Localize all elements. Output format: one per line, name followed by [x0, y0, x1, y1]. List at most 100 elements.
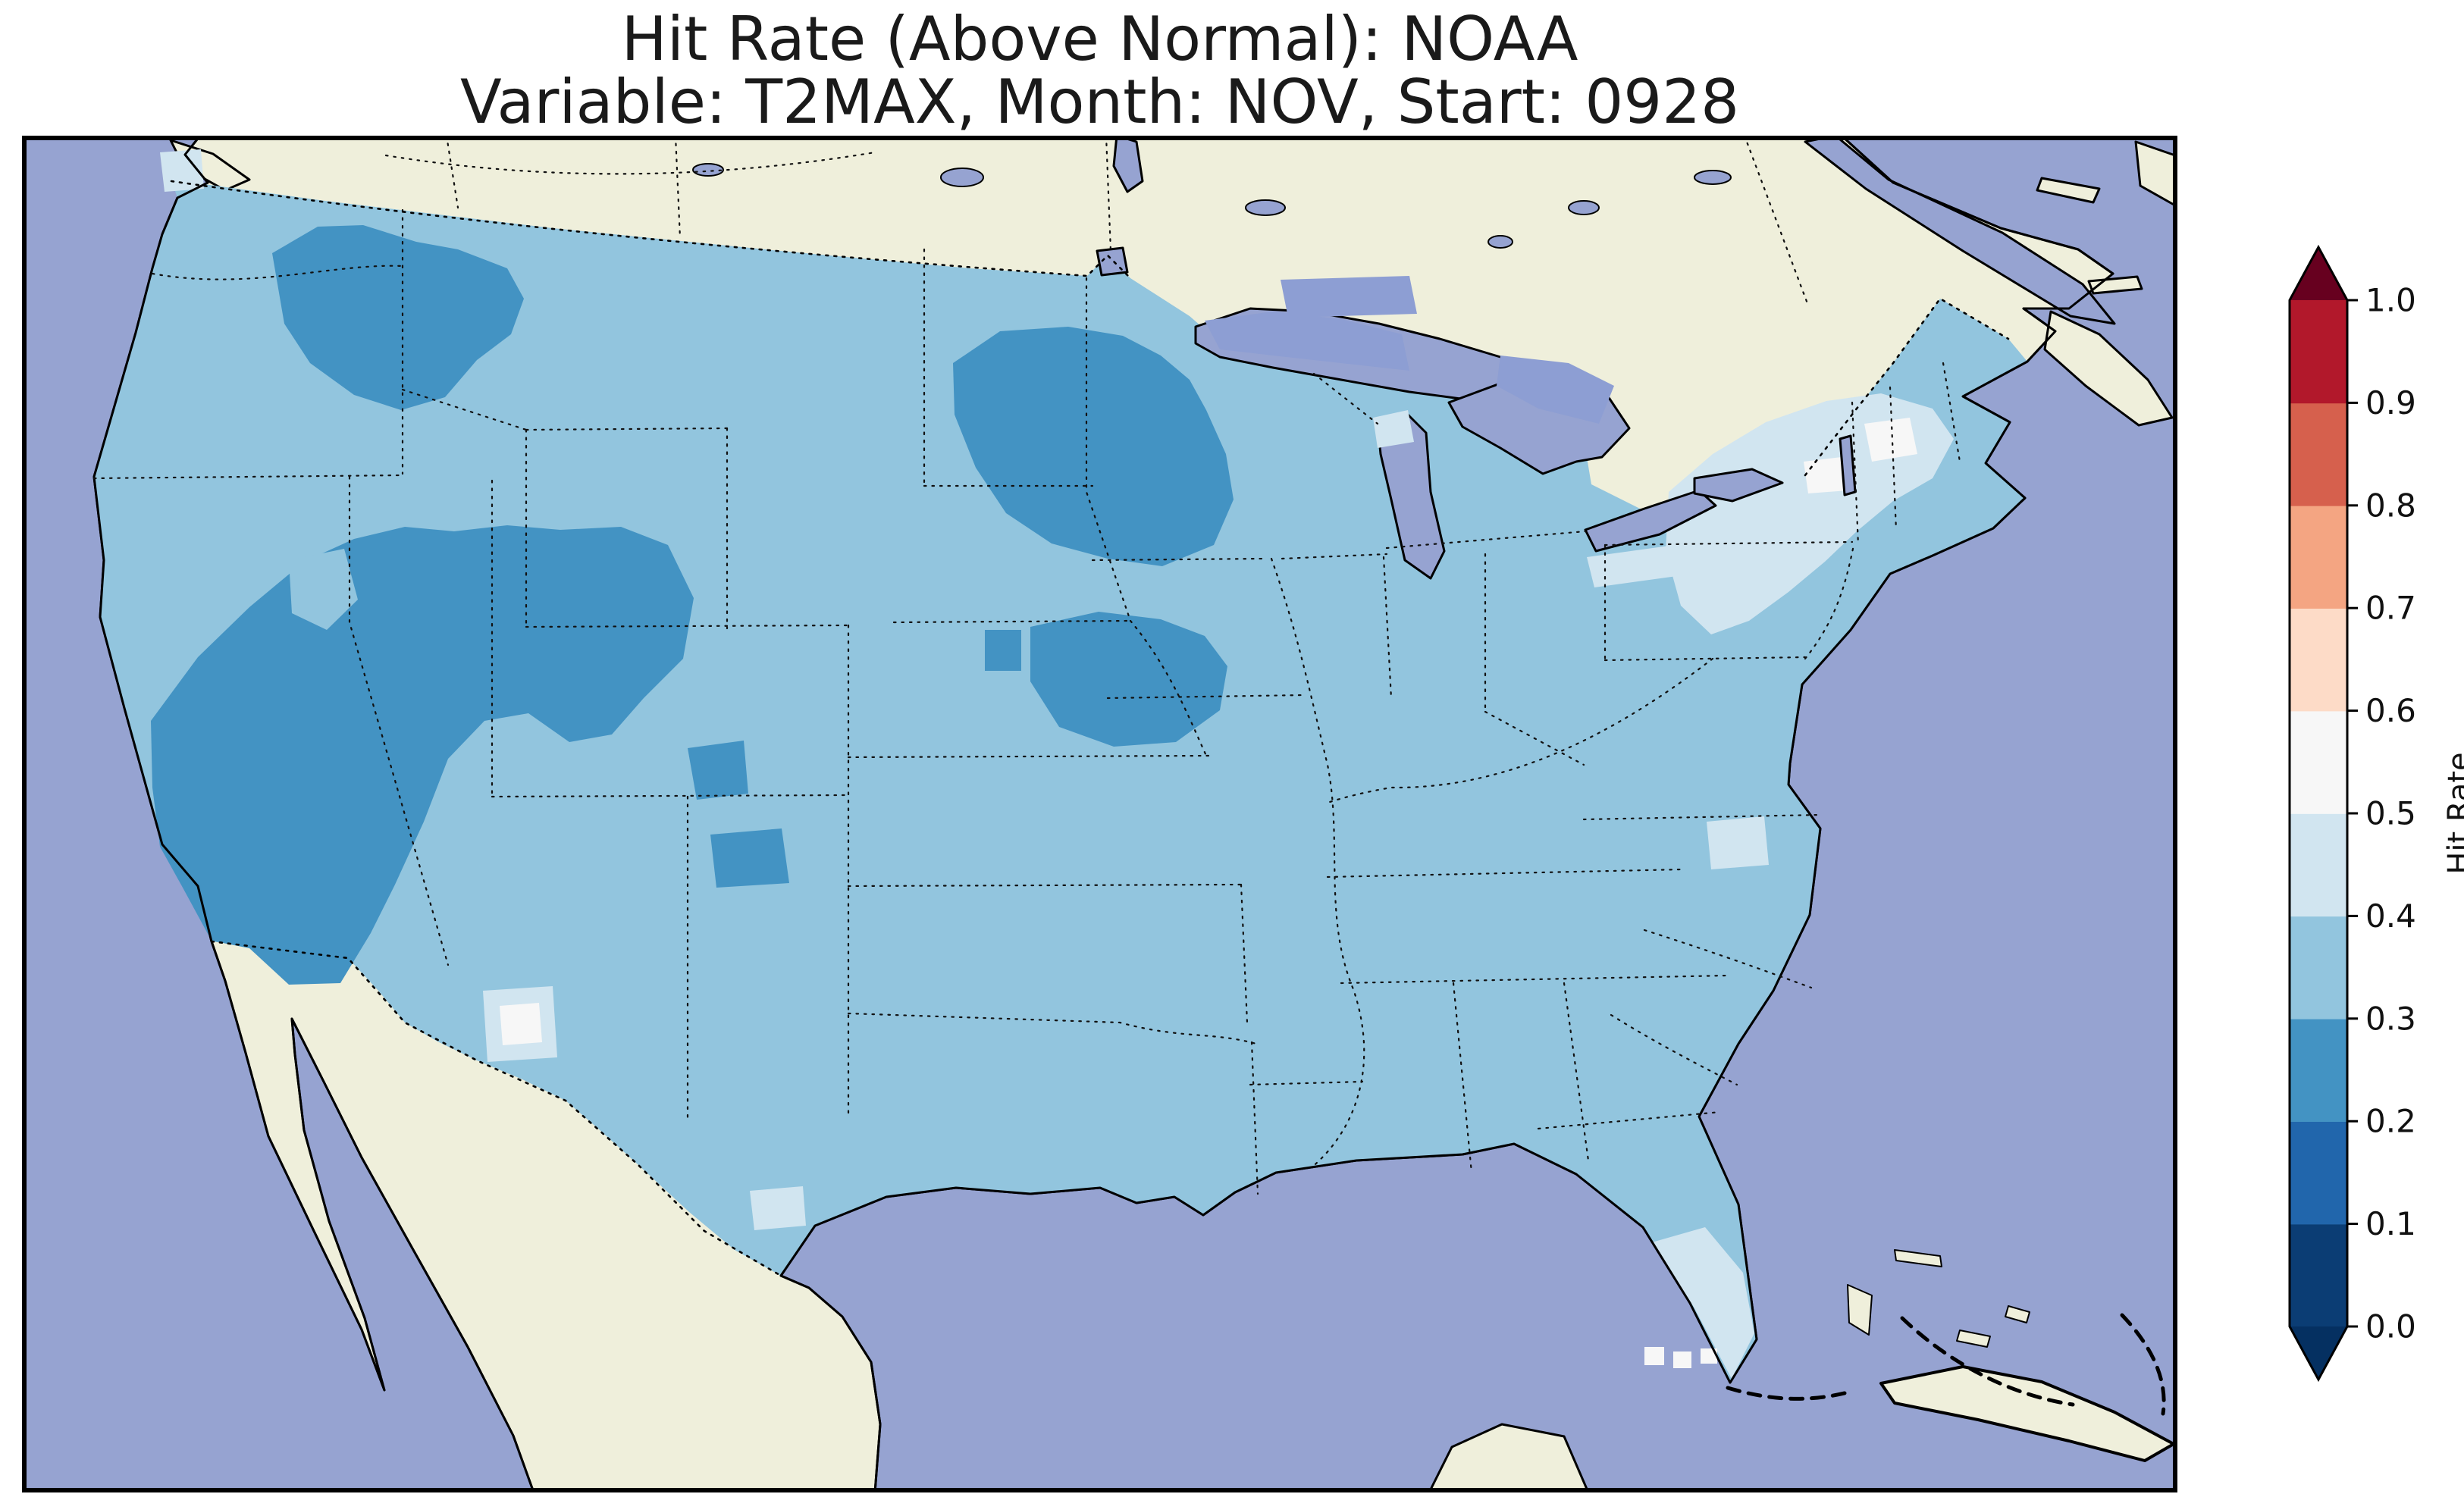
bahamas-isle-1	[1956, 1330, 1991, 1348]
canada-lake-3	[1568, 200, 1600, 215]
state-border	[348, 475, 450, 966]
state-border	[1281, 553, 1388, 560]
canada-lake-6	[1487, 235, 1513, 249]
yucatan	[1428, 1423, 1590, 1492]
patch-minnesota-wisconsin	[953, 327, 1234, 566]
florida-keys	[1726, 1386, 1850, 1401]
island-chains	[1726, 1313, 2166, 1416]
colorbar-tick-label: 0.8	[2365, 487, 2416, 524]
cells-michigan-top	[1373, 410, 1414, 448]
colorbar-tick-label: 0.9	[2365, 384, 2416, 421]
hit-rate-white-patches	[500, 418, 1917, 1368]
bahamas-isle-2	[2005, 1305, 2030, 1323]
state-border	[847, 1012, 1258, 1045]
conus-data-field	[94, 180, 2027, 1383]
patch-south-florida	[1652, 1227, 1754, 1379]
lake-data-cells	[1205, 276, 1614, 448]
state-border	[1085, 277, 1132, 622]
patch-iowa	[1030, 612, 1227, 747]
cells-superior-west	[1205, 312, 1409, 371]
us-canada-border-east	[1804, 297, 2010, 477]
canada-lake-1	[940, 168, 984, 187]
state-border	[1326, 657, 1714, 804]
cell-new-england-2	[1804, 457, 1848, 493]
colorbar-segment	[2290, 608, 2347, 712]
cell-keys-2	[1673, 1351, 1691, 1368]
axes-frame	[22, 136, 2177, 1492]
state-border	[401, 388, 528, 431]
colorbar-under-arrow	[2290, 1326, 2347, 1380]
colorbar-segment	[2290, 402, 2347, 506]
colorbar-segment	[2290, 916, 2347, 1019]
patch-northern-rockies	[272, 225, 524, 410]
cell-new-england-1	[1864, 418, 1917, 462]
colorbar-tick-label: 1.0	[2365, 282, 2416, 319]
lake-of-the-woods	[1096, 246, 1129, 277]
state-borders	[92, 136, 1961, 1195]
map-axes	[22, 136, 2177, 1492]
colorbar-over-arrow	[2290, 247, 2347, 300]
state-border	[1250, 1041, 1259, 1195]
state-border	[1326, 868, 1684, 879]
state-border	[525, 427, 729, 431]
state-border	[1382, 556, 1393, 700]
colorbar-segment	[2290, 505, 2347, 609]
state-border	[1851, 401, 1860, 547]
cell-new-mexico	[500, 1003, 542, 1045]
state-border	[1129, 619, 1208, 757]
state-border	[1537, 1110, 1722, 1130]
state-border	[1270, 557, 1365, 1170]
state-border	[92, 474, 404, 480]
us-mexico-border	[210, 940, 782, 1277]
province-border	[674, 136, 682, 240]
lake-winnipeg	[1112, 136, 1144, 193]
state-border	[1942, 362, 1961, 463]
province-border	[1105, 136, 1112, 252]
colorbar-axis-label: Hit Rate	[2442, 752, 2464, 874]
patch-erie-shore	[1587, 545, 1682, 587]
bahamas-grand	[1894, 1249, 1942, 1267]
state-border	[1484, 710, 1585, 766]
patch-iowa-cell	[985, 630, 1021, 671]
title-line-1: Hit Rate (Above Normal): NOAA	[621, 4, 1578, 74]
state-border	[892, 619, 1132, 624]
province-border	[1743, 136, 1810, 307]
colorbar: 1.0 0.9 0.8 0.7 0.6 0.5 0.4 0.3 0.2 0.1 0.0 Hit Rat…	[2284, 241, 2464, 1393]
colorbar-tick-label: 0.3	[2365, 1000, 2416, 1037]
state-border	[1563, 982, 1590, 1162]
state-border	[1091, 557, 1267, 562]
cells-north-superior	[1281, 276, 1417, 318]
lake-michigan	[1376, 412, 1446, 580]
patch-sw-colorado	[688, 741, 748, 800]
patch-utah-notch	[289, 549, 358, 630]
cuba	[1879, 1365, 2175, 1462]
nova-scotia	[2043, 310, 2174, 427]
state-border	[1106, 694, 1305, 700]
bahamas-andros	[1847, 1284, 1873, 1336]
st-lawrence-gulf	[1804, 136, 2116, 325]
patch-mid-atlantic	[1707, 816, 1769, 869]
colorbar-segment	[2290, 300, 2347, 404]
canada-lake-4	[1694, 170, 1732, 185]
canada-lake-2	[1245, 199, 1286, 216]
state-border	[1889, 386, 1898, 531]
state-border	[1385, 530, 1587, 550]
colorbar-tick-label: 0.4	[2365, 897, 2416, 935]
province-border	[384, 151, 876, 175]
state-border	[1452, 982, 1473, 1174]
patch-great-basin	[151, 525, 694, 985]
patch-n-new-mexico	[710, 828, 789, 888]
colorbar-tick-label: 0.5	[2365, 795, 2416, 832]
colorbar-tick-label: 0.6	[2365, 692, 2416, 729]
state-border	[151, 265, 404, 280]
colorbar-segment	[2290, 1121, 2347, 1225]
title-line-2: Variable: T2MAX, Month: NOV, Start: 0928	[460, 67, 1739, 138]
state-border	[1582, 813, 1822, 821]
state-border	[1312, 372, 1379, 425]
colorbar-tick-label: 0.0	[2365, 1308, 2416, 1345]
colorbar-tick-label: 0.1	[2365, 1205, 2416, 1242]
colorbar-segment	[2290, 1223, 2347, 1327]
state-border	[1249, 1080, 1364, 1086]
figure-title: Hit Rate (Above Normal): NOAA Variable: …	[22, 4, 2177, 138]
lake-erie	[1584, 489, 1717, 553]
